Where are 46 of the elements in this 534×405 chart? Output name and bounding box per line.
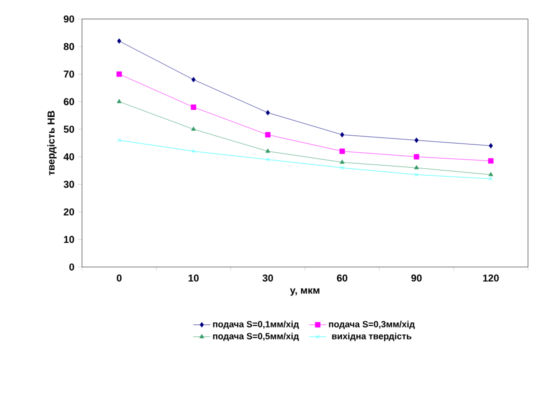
- point: [190, 104, 196, 110]
- point: [414, 154, 420, 160]
- point: [340, 166, 344, 170]
- x-tick-label: 60: [336, 274, 348, 282]
- point: [266, 110, 270, 116]
- y-tick-label: 10: [64, 236, 74, 243]
- y-tick-label: 60: [64, 98, 74, 106]
- point: [265, 148, 270, 153]
- y-tick-label: 90: [64, 15, 74, 23]
- point: [116, 71, 122, 77]
- point: [266, 158, 270, 162]
- point: [340, 160, 345, 164]
- point: [488, 143, 493, 148]
- legend-label: подача S=0,3мм/хід: [329, 320, 415, 330]
- y-tick-label: 20: [64, 208, 74, 216]
- point: [488, 176, 493, 181]
- x-tick-label: 90: [411, 274, 422, 282]
- point: [192, 149, 196, 154]
- point: [339, 148, 345, 154]
- y-tick-label: 70: [64, 70, 74, 78]
- point: [191, 76, 196, 82]
- point: [488, 158, 494, 164]
- x-tick-label: 0: [116, 274, 122, 282]
- point: [414, 138, 419, 143]
- point: [265, 132, 271, 138]
- y-tick-label: 0: [69, 263, 74, 271]
- point: [488, 172, 494, 176]
- x-tick-label: 120: [483, 274, 499, 282]
- y-tick-label: 40: [64, 153, 74, 160]
- point: [414, 165, 419, 170]
- y-tick-label: 30: [64, 180, 74, 188]
- legend-label: подача S=0,1мм/хід: [213, 320, 299, 330]
- y-tick-label: 50: [64, 126, 74, 133]
- point: [116, 98, 122, 104]
- y-axis-title: твердість НВ: [47, 110, 57, 176]
- point: [191, 126, 196, 131]
- point: [414, 172, 418, 177]
- legend-label: подача S=0,5мм/хід: [213, 332, 299, 342]
- x-tick-label: 10: [188, 274, 199, 282]
- x-axis-title: y, мкм: [290, 288, 320, 296]
- point: [340, 132, 344, 138]
- y-tick-label: 80: [64, 43, 74, 50]
- x-tick-label: 30: [262, 274, 273, 282]
- legend-label: вихідна твердість: [332, 332, 412, 342]
- point: [117, 138, 122, 142]
- point: [117, 38, 122, 44]
